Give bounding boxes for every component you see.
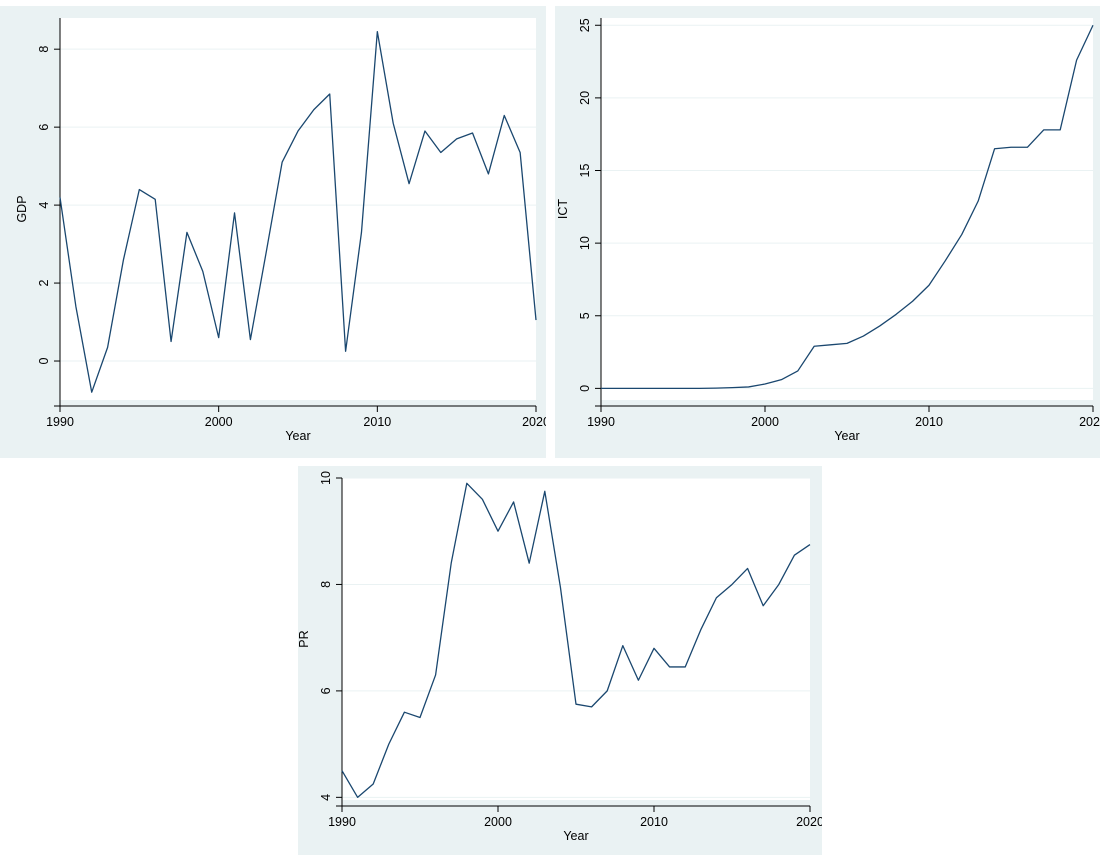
pr-x-tick-label: 2020 xyxy=(796,815,822,829)
pr-y-tick-label: 8 xyxy=(319,581,333,588)
ict-axes xyxy=(595,18,1094,412)
pr-y-tick-label: 4 xyxy=(319,794,333,801)
ict-x-tick-label: 2000 xyxy=(751,415,779,429)
gdp-x-axis-title: Year xyxy=(285,429,310,443)
pr-y-tick-label: 10 xyxy=(319,471,333,485)
pr-x-tick-label: 2000 xyxy=(484,815,512,829)
ict-x-tick-label: 2010 xyxy=(915,415,943,429)
pr-x-tick-label: 2010 xyxy=(640,815,668,829)
pr-y-tick-label: 6 xyxy=(319,687,333,694)
gdp-y-tick-label: 2 xyxy=(37,280,51,287)
ict-y-tick-label: 15 xyxy=(578,164,592,178)
pr-axes xyxy=(336,477,811,812)
pr-chart-panel: 4 6 8 10 1990 2000 2010 2020 Year PR xyxy=(298,466,822,855)
ict-chart-panel: 0 5 10 15 20 25 1990 2000 2010 2020 Year ICT xyxy=(555,6,1100,458)
gdp-series-line xyxy=(59,30,537,393)
ict-series-line xyxy=(601,24,1094,390)
gdp-y-tick-label: 6 xyxy=(37,124,51,131)
pr-plot-area xyxy=(342,478,810,800)
pr-x-axis-title: Year xyxy=(563,829,588,843)
gdp-chart: 0 2 4 6 8 1990 2000 2010 2020 Year GDP xyxy=(15,18,546,443)
ict-plot-area xyxy=(601,18,1093,400)
ict-x-tick-label: 2020 xyxy=(1079,415,1100,429)
ict-y-tick-label: 20 xyxy=(578,91,592,105)
gdp-plot-area xyxy=(60,18,536,400)
gdp-x-tick-label: 2000 xyxy=(205,415,233,429)
gdp-y-axis-title: GDP xyxy=(15,195,29,222)
gdp-y-tick-label: 4 xyxy=(37,202,51,209)
pr-x-tick-label: 1990 xyxy=(328,815,356,829)
ict-x-tick-label: 1990 xyxy=(587,415,615,429)
pr-chart: 4 6 8 10 1990 2000 2010 2020 Year PR xyxy=(298,471,822,843)
gdp-y-tick-label: 8 xyxy=(37,46,51,53)
ict-y-tick-label: 10 xyxy=(578,236,592,250)
ict-chart: 0 5 10 15 20 25 1990 2000 2010 2020 Year ICT xyxy=(556,18,1100,443)
ict-x-axis-title: Year xyxy=(834,429,859,443)
gdp-x-tick-label: 2010 xyxy=(363,415,391,429)
gdp-x-tick-label: 1990 xyxy=(46,415,74,429)
ict-y-tick-label: 25 xyxy=(578,18,592,32)
ict-y-axis-title: ICT xyxy=(556,199,570,220)
gdp-axes xyxy=(54,18,537,412)
ict-y-tick-label: 5 xyxy=(578,312,592,319)
ict-y-tick-label: 0 xyxy=(578,385,592,392)
pr-series-line xyxy=(341,482,811,798)
gdp-x-tick-label: 2020 xyxy=(522,415,546,429)
gdp-chart-panel: 0 2 4 6 8 1990 2000 2010 2020 Year GDP xyxy=(0,6,546,458)
gdp-y-tick-label: 0 xyxy=(37,357,51,364)
pr-y-axis-title: PR xyxy=(298,630,311,647)
